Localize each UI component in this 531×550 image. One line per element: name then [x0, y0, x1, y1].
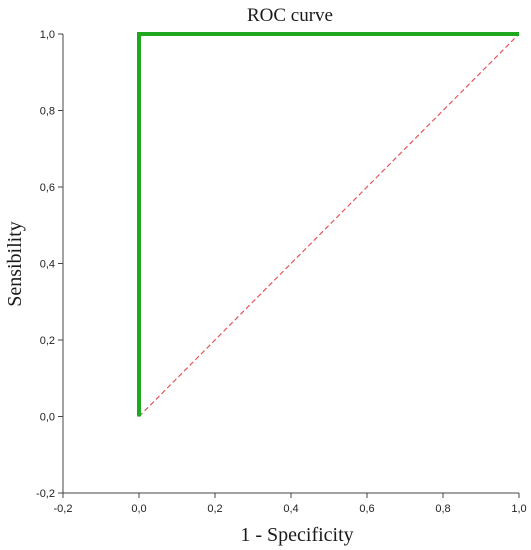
y-tick-label: 0,0 — [40, 412, 55, 424]
x-axis-label: 1 - Specificity — [240, 524, 353, 546]
reference-line — [138, 33, 520, 417]
x-tick-label: 1,0 — [511, 503, 526, 515]
y-tick-label: 0,6 — [40, 182, 55, 194]
y-axis-ticks: -0,2 0,0 0,2 0,4 0,6 0,8 1,0 — [36, 29, 63, 500]
roc-curve-line — [137, 32, 519, 417]
x-axis-ticks: -0,2 0,0 0,2 0,4 0,6 0,8 1,0 — [54, 493, 527, 515]
chart-title: ROC curve — [247, 5, 333, 26]
y-tick-label: 1,0 — [40, 29, 55, 41]
y-tick-label: 0,2 — [40, 335, 55, 347]
y-tick-label: 0,8 — [40, 106, 55, 118]
series-layer — [137, 32, 520, 417]
x-tick-label: 0,6 — [359, 503, 374, 515]
y-tick-label: -0,2 — [36, 488, 55, 500]
y-tick-label: 0,4 — [40, 259, 55, 271]
x-tick-label: 0,2 — [207, 503, 222, 515]
x-tick-label: -0,2 — [54, 503, 73, 515]
x-tick-label: 0,8 — [435, 503, 450, 515]
x-tick-label: 0,0 — [131, 503, 146, 515]
y-axis-label: Sensibility — [4, 221, 26, 307]
x-tick-label: 0,4 — [283, 503, 298, 515]
